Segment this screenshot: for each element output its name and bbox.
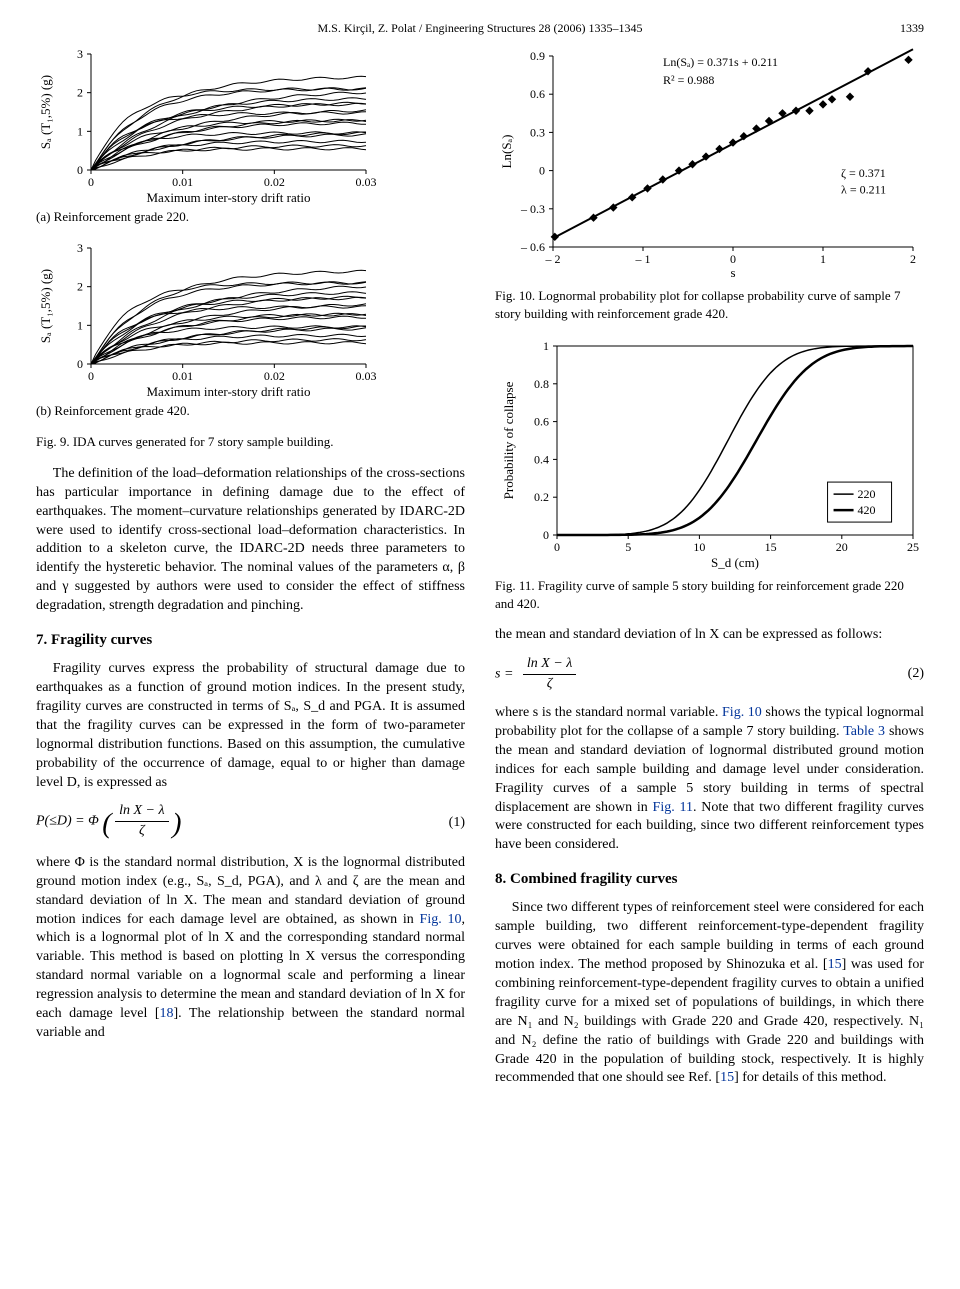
svg-text:0: 0 — [554, 540, 560, 554]
svg-text:Sₐ (T₁,5%) (g): Sₐ (T₁,5%) (g) — [38, 75, 53, 149]
svg-text:ζ = 0.371: ζ = 0.371 — [841, 166, 886, 180]
equation-2: s = ln X − λ ζ (2) — [495, 655, 924, 694]
running-header-text: M.S. Kirçil, Z. Polat / Engineering Stru… — [318, 21, 643, 35]
left-paragraph-1: The definition of the load–deformation r… — [36, 465, 465, 616]
svg-text:2: 2 — [910, 252, 916, 266]
eq1-number: (1) — [449, 814, 465, 833]
svg-text:10: 10 — [693, 540, 705, 554]
fig10-caption: Fig. 10. Lognormal probability plot for … — [495, 287, 924, 322]
svg-text:R² = 0.988: R² = 0.988 — [663, 73, 714, 87]
svg-text:0: 0 — [77, 357, 83, 371]
svg-text:15: 15 — [765, 540, 777, 554]
right-column: – 2 – 1 0 1 2 – 0.6 – 0.3 0 0.3 0.6 0.9 s Ln(Sₐ) Ln(S… — [495, 46, 924, 1098]
svg-text:Maximum inter-story drift rati: Maximum inter-story drift ratio — [146, 384, 310, 399]
svg-text:0: 0 — [730, 252, 736, 266]
svg-text:0.4: 0.4 — [534, 453, 549, 467]
svg-text:– 2: – 2 — [545, 252, 561, 266]
table3-link[interactable]: Table 3 — [843, 724, 885, 739]
svg-text:25: 25 — [907, 540, 919, 554]
svg-text:s: s — [730, 265, 735, 280]
fig11-chart: 0 5 10 15 20 25 0 0.2 0.4 0.6 0.8 1 S_d (cm) Probabil… — [495, 336, 925, 571]
svg-text:1: 1 — [77, 318, 83, 332]
eq1-denominator: ζ — [115, 822, 168, 841]
fig11-caption: Fig. 11. Fragility curve of sample 5 sto… — [495, 577, 924, 612]
svg-text:S_d (cm): S_d (cm) — [711, 555, 759, 570]
svg-text:3: 3 — [77, 241, 83, 255]
eq2-numerator: ln X − λ — [523, 655, 576, 675]
section7-p1: Fragility curves express the probability… — [36, 660, 465, 792]
svg-text:220: 220 — [858, 487, 876, 501]
svg-text:0.6: 0.6 — [530, 87, 545, 101]
svg-text:0.02: 0.02 — [264, 369, 285, 383]
svg-text:0: 0 — [88, 369, 94, 383]
running-header: M.S. Kirçil, Z. Polat / Engineering Stru… — [36, 20, 924, 36]
svg-text:420: 420 — [858, 503, 876, 517]
eq2-lhs: s = — [495, 667, 513, 682]
fig9-caption: Fig. 9. IDA curves generated for 7 story… — [36, 433, 465, 451]
section7-p2a: where Φ is the standard normal distribut… — [36, 855, 465, 927]
fig10-link[interactable]: Fig. 10 — [420, 912, 462, 927]
ref15-link[interactable]: 15 — [828, 957, 842, 972]
eq1-body: P(≤D) = Φ ( ln X − λ ζ ) — [36, 802, 181, 843]
ref18-link[interactable]: 18 — [160, 1006, 174, 1021]
svg-text:0.2: 0.2 — [534, 490, 549, 504]
svg-text:0.9: 0.9 — [530, 49, 545, 63]
svg-text:– 0.3: – 0.3 — [520, 202, 545, 216]
svg-text:Ln(Sₐ): Ln(Sₐ) — [499, 135, 514, 169]
ref15-link-2[interactable]: 15 — [720, 1070, 734, 1085]
svg-text:0: 0 — [77, 163, 83, 177]
section8-p1: Since two different types of reinforceme… — [495, 899, 924, 1088]
svg-text:– 0.6: – 0.6 — [520, 240, 545, 254]
svg-text:0.8: 0.8 — [534, 377, 549, 391]
svg-text:0: 0 — [88, 175, 94, 189]
svg-text:Maximum inter-story drift rati: Maximum inter-story drift ratio — [146, 190, 310, 205]
svg-text:Ln(Sₐ) = 0.371s + 0.211: Ln(Sₐ) = 0.371s + 0.211 — [663, 55, 778, 69]
section7-p2b: , which is a lognormal plot of ln X and … — [36, 912, 465, 1021]
eq1-numerator: ln X − λ — [115, 802, 168, 822]
svg-text:0.02: 0.02 — [264, 175, 285, 189]
svg-text:0: 0 — [539, 164, 545, 178]
section7-title: 7. Fragility curves — [36, 630, 465, 650]
fig10-link-2[interactable]: Fig. 10 — [722, 705, 762, 720]
svg-text:1: 1 — [77, 125, 83, 139]
svg-text:2: 2 — [77, 279, 83, 293]
right-p1: the mean and standard deviation of ln X … — [495, 626, 924, 645]
svg-text:2: 2 — [77, 86, 83, 100]
svg-text:0.3: 0.3 — [530, 126, 545, 140]
svg-text:3: 3 — [77, 47, 83, 61]
section8-title: 8. Combined fragility curves — [495, 869, 924, 889]
svg-text:20: 20 — [836, 540, 848, 554]
svg-text:0.01: 0.01 — [172, 175, 193, 189]
fig9b-caption: (b) Reinforcement grade 420. — [36, 402, 465, 420]
svg-text:0.01: 0.01 — [172, 369, 193, 383]
eq1-lhs: P(≤D) = Φ — [36, 814, 99, 829]
section7-p2: where Φ is the standard normal distribut… — [36, 854, 465, 1043]
section8-p1b: ] was used for combining reinforcement-t… — [495, 957, 924, 1085]
equation-1: P(≤D) = Φ ( ln X − λ ζ ) (1) — [36, 802, 465, 843]
eq2-denominator: ζ — [523, 675, 576, 694]
right-p2a: where s is the standard normal variable. — [495, 705, 722, 720]
fig11-link[interactable]: Fig. 11 — [653, 800, 693, 815]
section8-p1c: ] for details of this method. — [734, 1070, 886, 1085]
eq2-body: s = ln X − λ ζ — [495, 655, 576, 694]
svg-text:0.6: 0.6 — [534, 415, 549, 429]
eq2-number: (2) — [908, 665, 924, 684]
svg-text:1: 1 — [820, 252, 826, 266]
svg-text:0: 0 — [543, 528, 549, 542]
left-column: 0 0.01 0.02 0.03 0 1 2 3 Maximum inter-story dri… — [36, 46, 465, 1098]
svg-text:– 1: – 1 — [635, 252, 651, 266]
right-p2: where s is the standard normal variable.… — [495, 704, 924, 855]
svg-text:0.03: 0.03 — [356, 175, 377, 189]
svg-text:Sₐ (T₁,5%) (g): Sₐ (T₁,5%) (g) — [38, 269, 53, 343]
svg-text:Probability of collapse: Probability of collapse — [501, 382, 516, 500]
fig9a-chart: 0 0.01 0.02 0.03 0 1 2 3 Maximum inter-story dri… — [36, 46, 376, 206]
svg-text:5: 5 — [625, 540, 631, 554]
fig10-chart: – 2 – 1 0 1 2 – 0.6 – 0.3 0 0.3 0.6 0.9 s Ln(Sₐ) Ln(S… — [495, 46, 925, 281]
fig9b-chart: 0 0.01 0.02 0.03 0 1 2 3 Maximum inter-story dri… — [36, 240, 376, 400]
svg-text:1: 1 — [543, 339, 549, 353]
page-number: 1339 — [900, 20, 924, 36]
svg-text:0.03: 0.03 — [356, 369, 377, 383]
svg-text:λ = 0.211: λ = 0.211 — [841, 183, 886, 197]
fig9a-caption: (a) Reinforcement grade 220. — [36, 208, 465, 226]
